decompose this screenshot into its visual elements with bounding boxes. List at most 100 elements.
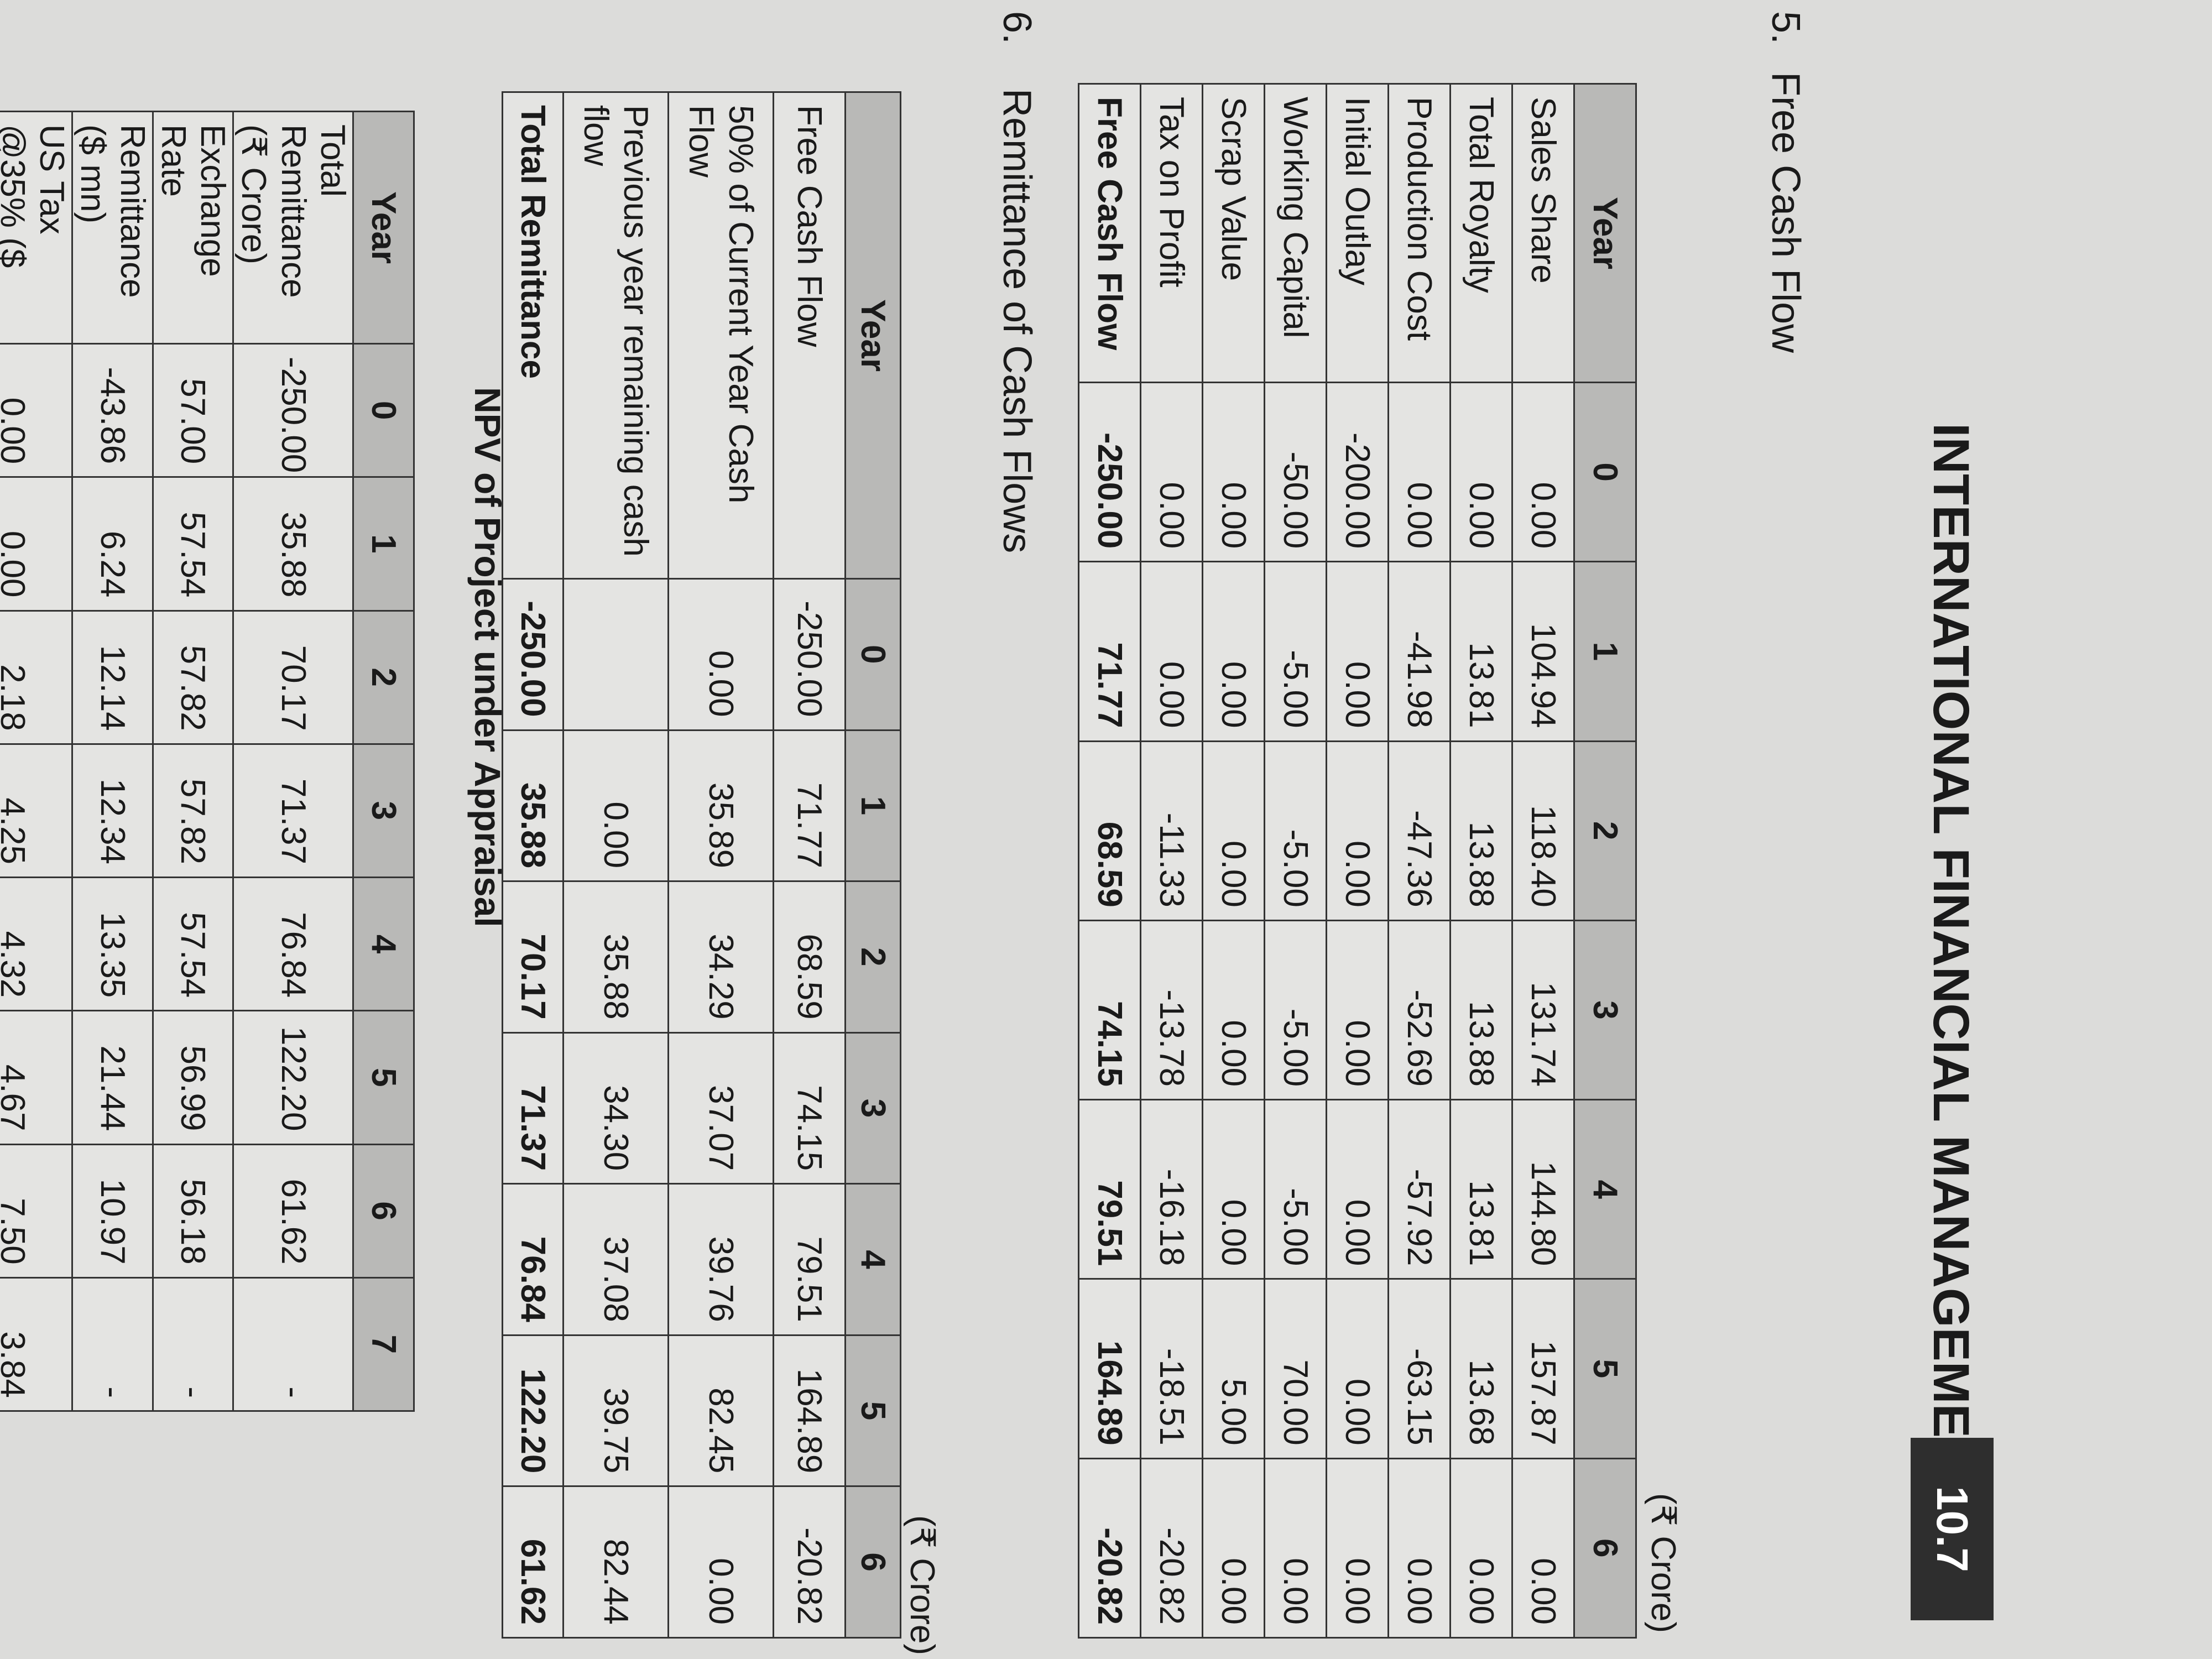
table-row: Remittance ($ mn) -43.86 6.24 12.14 12.34 13.…	[72, 111, 153, 1411]
table-cell: 0.00	[1202, 382, 1265, 562]
header-cell: Year	[1574, 84, 1636, 383]
header-cell: 6	[845, 1486, 901, 1638]
table-cell	[563, 578, 669, 731]
header-cell: 5	[1574, 1279, 1636, 1459]
row-label: Production Cost	[1388, 84, 1451, 383]
table-cell: 35.89	[668, 730, 774, 881]
table-cell: 0.00	[1264, 1458, 1327, 1638]
table-cell: 56.99	[153, 1010, 233, 1144]
table-cell: 13.81	[1450, 1099, 1512, 1279]
header-cell: 2	[845, 881, 901, 1033]
table-cell: -	[72, 1277, 153, 1411]
table-cell: 57.00	[153, 343, 233, 477]
table-cell: 4.32	[0, 877, 72, 1011]
header-cell: Year	[353, 111, 414, 344]
table-cell: 34.30	[563, 1032, 669, 1184]
header-cell: 4	[1574, 1099, 1636, 1279]
table-cell: 56.18	[153, 1144, 233, 1278]
row-label: 50% of Current Year Cash Flow	[668, 92, 774, 579]
table-cell: 3.84	[0, 1277, 72, 1411]
section-title: Free Cash Flow	[1764, 72, 1808, 353]
table-cell: 68.59	[1078, 741, 1141, 921]
table-cell: -11.33	[1140, 741, 1203, 921]
table-cell: 70.17	[233, 611, 353, 744]
table-cell: 5.00	[1202, 1279, 1265, 1459]
table-cell: -63.15	[1388, 1279, 1451, 1459]
table-cell: -	[233, 1277, 353, 1411]
data-table: Year 0 1 2 3 4 5 6 7 Total Remittance (₹ Crore) -2…	[0, 111, 415, 1412]
table-cell: 13.81	[1450, 561, 1512, 742]
table-cell: -13.78	[1140, 920, 1203, 1100]
header-cell: 2	[353, 611, 414, 744]
table-cell: -5.00	[1264, 561, 1327, 742]
table-cell: 0.00	[1326, 1458, 1389, 1638]
header-row: Year 0 1 2 3 4 5 6 7	[353, 111, 414, 1411]
table-cell: 0.00	[1202, 741, 1265, 921]
table-cell: -52.69	[1388, 920, 1451, 1100]
table-row: Scrap Value 0.00 0.00 0.00 0.00 0.00 5.00 0.00	[1202, 84, 1265, 1638]
table-cell: -250.00	[233, 343, 353, 477]
table-cell: 71.77	[773, 730, 846, 881]
table-cell: -5.00	[1264, 741, 1327, 921]
page-number: 10.7	[1911, 1438, 1994, 1620]
table-cell: 0.00	[1450, 382, 1512, 562]
table-cell: -5.00	[1264, 1099, 1327, 1279]
table-cell: 144.80	[1512, 1099, 1574, 1279]
table-cell: 118.40	[1512, 741, 1574, 921]
table-cell: 0.00	[1326, 1279, 1389, 1459]
table-cell: 104.94	[1512, 561, 1574, 742]
table-cell: 21.44	[72, 1010, 153, 1144]
table-cell: 10.97	[72, 1144, 153, 1278]
table-cell: 0.00	[1512, 1458, 1574, 1638]
table-cell: 157.87	[1512, 1279, 1574, 1459]
table-cell: 13.88	[1450, 741, 1512, 921]
table-cell: 0.00	[1202, 920, 1265, 1100]
data-table: Year 0 1 2 3 4 5 6 Free Cash Flow -250.00 71.77 68.…	[502, 91, 901, 1639]
table-cell: -47.36	[1388, 741, 1451, 921]
table-cell: 0.00	[1388, 382, 1451, 562]
table-cell: 0.00	[1326, 741, 1389, 921]
table-cell: 13.88	[1450, 920, 1512, 1100]
table-cell: -57.92	[1388, 1099, 1451, 1279]
table-cell: 57.54	[153, 477, 233, 611]
table-cell: -250.00	[502, 578, 564, 731]
row-label: Free Cash Flow	[773, 92, 846, 579]
section-title: Remittance of Cash Flows	[995, 88, 1039, 554]
table-row: Production Cost 0.00 -41.98 -47.36 -52.69 -57…	[1388, 84, 1451, 1638]
table-cell: 0.00	[1326, 1099, 1389, 1279]
row-label: Total Royalty	[1450, 84, 1512, 383]
table-cell: 164.89	[1078, 1279, 1141, 1459]
table-cell: -16.18	[1140, 1099, 1203, 1279]
table-cell: -18.51	[1140, 1279, 1203, 1459]
table-cell: 57.82	[153, 744, 233, 878]
unit-label: (₹ Crore)	[1644, 1493, 1682, 1633]
table-cell: 131.74	[1512, 920, 1574, 1100]
table-cell: 0.00	[668, 578, 774, 731]
table-cell: -41.98	[1388, 561, 1451, 742]
table-cell: 61.62	[502, 1486, 564, 1638]
row-label: Free Cash Flow	[1078, 84, 1141, 383]
header-cell: 3	[845, 1032, 901, 1184]
row-label: Remittance ($ mn)	[72, 111, 153, 344]
header-cell: 6	[353, 1144, 414, 1278]
section-title: NPV of Project under Appraisal	[467, 387, 508, 927]
table-cell: 13.68	[1450, 1279, 1512, 1459]
table-cell: 0.00	[1140, 561, 1203, 742]
table-cell: 2.18	[0, 611, 72, 744]
table-cell: 164.89	[773, 1335, 846, 1486]
header-cell: 6	[1574, 1458, 1636, 1638]
table-row: Tax on Profit 0.00 0.00 -11.33 -13.78 -16.18-…	[1140, 84, 1203, 1638]
table-cell: 37.07	[668, 1032, 774, 1184]
header-cell: 7	[353, 1277, 414, 1411]
row-label: Exchange Rate	[153, 111, 233, 344]
table-cell: 57.54	[153, 877, 233, 1011]
table-cell: 13.35	[72, 877, 153, 1011]
table-row: Initial Outlay -200.00 0.00 0.00 0.00 0.00 0.0…	[1326, 84, 1389, 1638]
header-cell: 4	[845, 1183, 901, 1335]
table-cell: 70.17	[502, 881, 564, 1033]
header-cell: 1	[353, 477, 414, 611]
table-cell: 0.00	[1388, 1458, 1451, 1638]
table-cell: 0.00	[0, 343, 72, 477]
row-label: US Tax @35% ($ mn)	[0, 111, 72, 344]
table-cell: 0.00	[1202, 561, 1265, 742]
